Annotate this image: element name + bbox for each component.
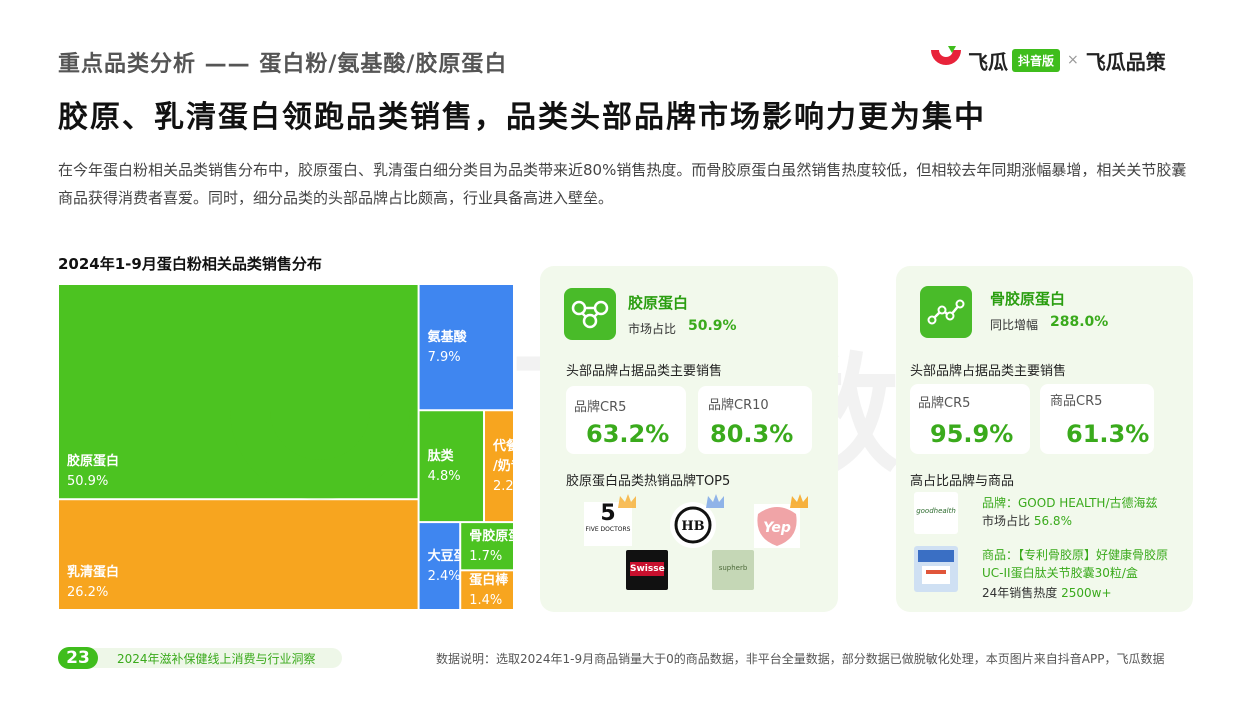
trend-line-icon — [920, 286, 972, 338]
treemap-label: 氨基酸 — [427, 329, 468, 345]
chart-title: 2024年1-9月蛋白粉相关品类销售分布 — [58, 255, 322, 273]
collagen-name: 胶原蛋白 — [628, 294, 689, 312]
footer-report-title: 2024年滋补保健线上消费与行业洞察 — [117, 652, 316, 666]
treemap-label: 代餐粉 — [492, 438, 514, 454]
treemap-cell: 胶原蛋白 50.9% — [59, 285, 418, 499]
treemap-label: 胶原蛋白 — [67, 453, 119, 469]
collagen-metric-value: 50.9% — [688, 318, 737, 334]
collagen-cr10-value: 80.3% — [710, 420, 794, 448]
treemap-cell: 骨胶原蛋白 1.7% — [461, 523, 514, 570]
page-number: 23 — [58, 647, 98, 669]
intro-paragraph: 在今年蛋白粉相关品类销售分布中，胶原蛋白、乳清蛋白细分类目为品类带来近80%销售… — [58, 161, 1187, 207]
supherb-logo-text: supherb — [718, 564, 748, 572]
bone-product-heat: 24年销售热度 2500w+ — [982, 584, 1112, 602]
bone-product-line: 商品：【专利骨胶原】好健康骨胶原UC-II蛋白肽关节胶囊30粒/盒 — [982, 548, 1169, 580]
goodhealth-logo-text: goodhealth — [916, 507, 956, 515]
section-title: 重点品类分析 —— 蛋白粉/氨基酸/胶原蛋白 — [58, 52, 508, 77]
bone-brand-text: 品牌：GOOD HEALTH/古德海兹 — [982, 496, 1158, 510]
treemap-rect — [59, 500, 418, 609]
treemap-cell: 蛋白棒 1.4% — [461, 571, 513, 609]
treemap-rect — [419, 411, 484, 522]
treemap-rect — [485, 411, 513, 522]
footer-data-note: 数据说明：选取2024年1-9月商品销量大于0的商品数据，非平台全量数据，部分数… — [436, 652, 1165, 666]
feigua-logo: 飞瓜 抖音版 × 飞瓜品策 — [928, 44, 1166, 76]
treemap-value-label: 26.2% — [67, 585, 108, 600]
bone-highlight-title: 高占比品牌与商品 — [910, 474, 1015, 489]
treemap-label: 蛋白棒 — [469, 572, 509, 588]
crown-icon — [706, 494, 724, 508]
bone-product-heat-value: 2500w+ — [1061, 586, 1112, 600]
collagen-cr5-label: 品牌CR5 — [574, 400, 627, 415]
swisse-logo-text: Swisse — [630, 562, 665, 576]
treemap-cell: 氨基酸 7.9% — [419, 285, 513, 410]
logo-brand: 飞瓜 — [968, 49, 1008, 74]
bone-product-cr5-label: 商品CR5 — [1050, 394, 1103, 409]
brand-supherb-logo: supherb — [712, 550, 754, 590]
product-image — [914, 546, 958, 592]
treemap-chart: 胶原蛋白 50.9% 乳清蛋白 26.2% 氨基酸 7.9% 肽类 4.8% 代餐粉/奶昔 2.2… — [59, 285, 514, 609]
treemap-label: 肽类 — [428, 448, 455, 464]
brand-yep-logo: Yep — [754, 504, 800, 548]
treemap-rect — [461, 571, 513, 609]
bone-collagen-metric-value: 288.0% — [1050, 314, 1109, 330]
treemap-cell: 乳清蛋白 26.2% — [59, 500, 418, 609]
treemap-label: 乳清蛋白 — [67, 564, 119, 580]
collagen-cr5-box: 品牌CR5 63.2% — [566, 386, 686, 454]
treemap-value-label: 2.2% — [493, 479, 514, 494]
collagen-cr10-label: 品牌CR10 — [708, 398, 769, 413]
logo-brand-2: 飞瓜品策 — [1085, 49, 1166, 74]
bone-collagen-name: 骨胶原蛋白 — [990, 290, 1066, 308]
bone-collagen-metric-label: 同比增幅 — [990, 318, 1039, 332]
five-doctors-caption: FIVE DOCTORS — [585, 526, 631, 533]
goodhealth-brand-logo: goodhealth — [914, 492, 958, 534]
logo-badge: 抖音版 — [1012, 48, 1061, 72]
treemap-rect — [59, 285, 418, 499]
bone-collagen-sub-title: 头部品牌占据品类主要销售 — [910, 364, 1067, 379]
treemap-value-label: 4.8% — [428, 469, 461, 484]
brand-swisse-logo: Swisse — [626, 550, 668, 590]
treemap-rect — [461, 523, 513, 570]
feigua-logo-mark-icon — [928, 44, 964, 76]
bone-cr5-label: 品牌CR5 — [918, 396, 971, 411]
footer-report-pill — [58, 648, 342, 668]
hb-logo-text: HB — [681, 519, 704, 534]
collagen-top5-title: 胶原蛋白品类热销品牌TOP5 — [566, 474, 731, 489]
bone-product-cr5-box: 商品CR5 61.3% — [1040, 384, 1154, 454]
bone-cr5-box: 品牌CR5 95.9% — [910, 384, 1030, 454]
treemap-cell: 代餐粉/奶昔 2.2% — [485, 411, 514, 522]
treemap-label: /奶昔 — [493, 458, 514, 474]
bone-product-heat-label: 24年销售热度 — [982, 586, 1058, 600]
bone-product-cr5-value: 61.3% — [1066, 420, 1150, 448]
molecule-icon — [564, 288, 616, 340]
treemap-cell: 肽类 4.8% — [419, 411, 484, 522]
bone-collagen-card: 骨胶原蛋白 同比增幅 288.0% 头部品牌占据品类主要销售 品牌CR5 95.… — [896, 266, 1193, 612]
bone-brand-share-value: 56.8% — [1033, 514, 1072, 528]
five-doctors-number: 5 — [600, 501, 616, 526]
logo-separator: × — [1067, 52, 1079, 68]
collagen-cr10-box: 品牌CR10 80.3% — [698, 386, 812, 454]
collagen-card: 胶原蛋白 市场占比 50.9% 头部品牌占据品类主要销售 品牌CR5 63.2%… — [540, 266, 838, 612]
treemap-label: 骨胶原蛋白 — [469, 528, 514, 544]
treemap-value-label: 7.9% — [428, 350, 461, 365]
yep-logo-text: Yep — [763, 520, 791, 536]
bone-brand-share: 市场占比 56.8% — [982, 512, 1072, 530]
collagen-sub-title: 头部品牌占据品类主要销售 — [566, 364, 723, 379]
treemap-value-label: 2.4% — [428, 569, 461, 584]
treemap-rect — [419, 523, 460, 609]
bone-brand-line: 品牌：GOOD HEALTH/古德海兹 — [982, 494, 1182, 512]
collagen-metric-label: 市场占比 — [628, 322, 677, 336]
bone-brand-share-label: 市场占比 — [982, 514, 1031, 528]
crown-icon — [790, 494, 808, 508]
treemap-rect — [419, 285, 513, 410]
bone-cr5-value: 95.9% — [930, 420, 1014, 448]
brand-five-doctors-logo: 5 FIVE DOCTORS — [584, 502, 632, 546]
crown-icon — [618, 494, 636, 508]
treemap-value-label: 1.7% — [469, 549, 502, 564]
collagen-cr5-value: 63.2% — [586, 420, 670, 448]
treemap-value-label: 1.4% — [469, 593, 502, 608]
page-headline: 胶原、乳清蛋白领跑品类销售，品类头部品牌市场影响力更为集中 — [58, 100, 986, 135]
brand-hb-logo: HB — [670, 502, 716, 548]
treemap-value-label: 50.9% — [67, 474, 108, 489]
